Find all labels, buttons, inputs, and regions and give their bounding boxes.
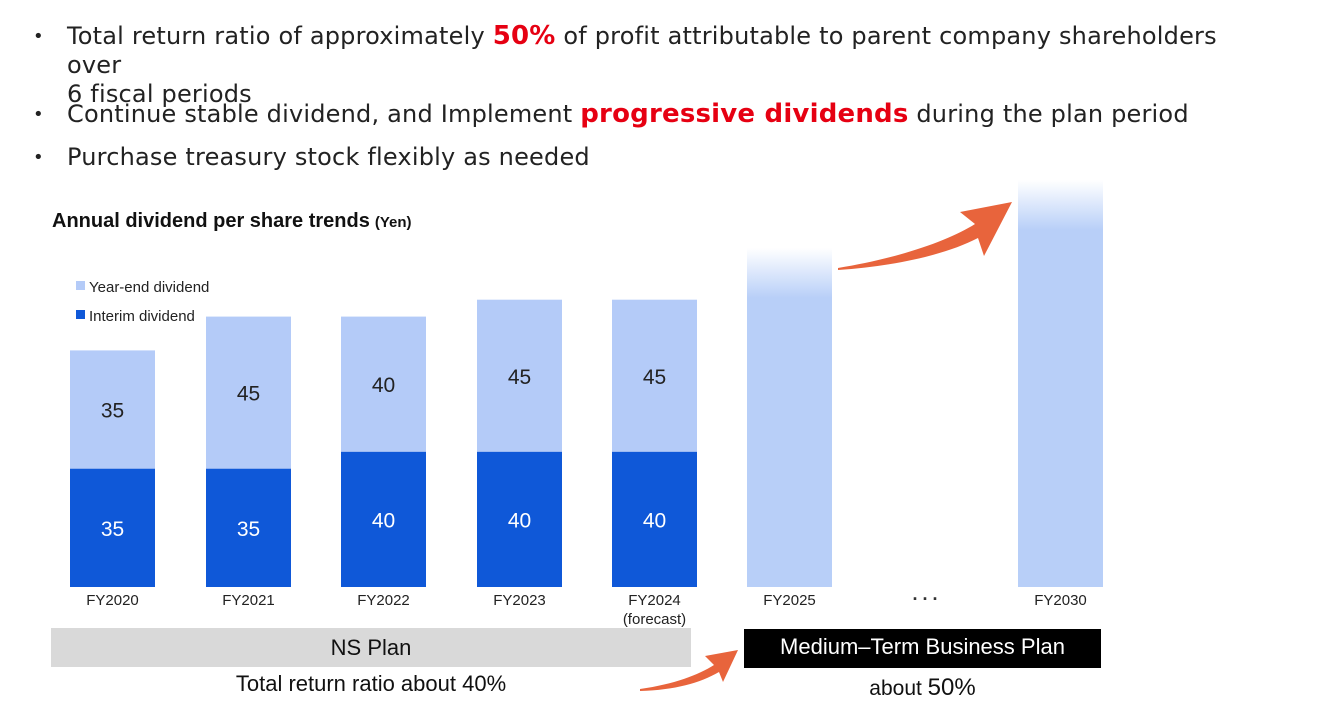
bar-year-end bbox=[477, 299, 562, 452]
bullet-text: Total return ratio of approximately 50% … bbox=[67, 22, 1267, 109]
bar-projected bbox=[747, 298, 832, 587]
legend-swatch-interim bbox=[76, 310, 85, 319]
legend-swatch-year-end bbox=[76, 281, 85, 290]
bullet-text-part: of profit attributable to parent company… bbox=[67, 22, 1217, 79]
bullet-highlight: progressive dividends bbox=[580, 99, 909, 129]
legend-label-interim: Interim dividend bbox=[89, 308, 195, 325]
x-tick-label: FY2023 bbox=[493, 592, 546, 609]
bullet-text: Continue stable dividend, and Implement … bbox=[67, 100, 1267, 129]
chart-title-text: Annual dividend per share trends bbox=[52, 210, 370, 232]
chart-title: Annual dividend per share trends (Yen) bbox=[52, 210, 412, 232]
bar-interim bbox=[206, 468, 291, 587]
data-label-interim: 40 bbox=[643, 509, 666, 532]
x-tick-label: FY2020 bbox=[86, 592, 139, 609]
mtp-note-text: about bbox=[869, 677, 928, 700]
bullet-text-part: Continue stable dividend, and Implement bbox=[67, 100, 581, 128]
x-tick-label: FY2024 bbox=[628, 592, 681, 609]
ns-plan-note: Total return ratio about 40% bbox=[235, 671, 507, 696]
bullet-text-part: Total return ratio of approximately bbox=[67, 22, 493, 50]
bullet-text: Purchase treasury stock flexibly as need… bbox=[67, 143, 1267, 172]
legend-label-year-end: Year-end dividend bbox=[89, 279, 209, 296]
x-tick-label: FY2030 bbox=[1034, 592, 1087, 609]
bar-projected-fade bbox=[747, 248, 832, 298]
data-label-interim: 35 bbox=[101, 518, 124, 541]
bullet-dot: • bbox=[33, 104, 44, 125]
bar-projected-fade bbox=[1018, 180, 1103, 230]
bullet-text-part: 6 fiscal periods bbox=[67, 80, 252, 108]
growth-arrow-upper bbox=[838, 202, 1012, 270]
mtp-note: about 50% bbox=[744, 674, 1101, 702]
data-label-year-end: 45 bbox=[237, 383, 260, 406]
data-label-year-end: 45 bbox=[643, 366, 666, 389]
mtp-note-value: 50% bbox=[927, 674, 976, 701]
bullet-highlight: 50% bbox=[492, 21, 556, 51]
x-tick-note: (forecast) bbox=[623, 611, 686, 628]
chart-unit: (Yen) bbox=[375, 214, 412, 231]
bullet-text-part: Purchase treasury stock flexibly as need… bbox=[67, 143, 590, 171]
bar-interim bbox=[477, 451, 562, 587]
bullet-text-part: during the plan period bbox=[908, 100, 1189, 128]
data-label-year-end: 35 bbox=[101, 400, 124, 423]
bar-interim bbox=[341, 451, 426, 587]
data-label-year-end: 40 bbox=[372, 374, 395, 397]
bar-interim bbox=[612, 451, 697, 587]
bar-year-end bbox=[70, 350, 155, 469]
bar-projected bbox=[1018, 230, 1103, 587]
bar-year-end bbox=[206, 316, 291, 469]
bar-year-end bbox=[341, 316, 426, 452]
data-label-year-end: 45 bbox=[508, 366, 531, 389]
axis-ellipsis: . . . bbox=[912, 584, 937, 604]
bar-interim bbox=[70, 468, 155, 587]
bullet-dot: • bbox=[33, 26, 44, 47]
data-label-interim: 40 bbox=[372, 509, 395, 532]
data-label-interim: 35 bbox=[237, 518, 260, 541]
growth-arrow-lower bbox=[640, 650, 738, 691]
mtp-band: Medium–Term Business Plan bbox=[744, 629, 1101, 668]
x-tick-label: FY2022 bbox=[357, 592, 410, 609]
x-tick-label: FY2021 bbox=[222, 592, 275, 609]
data-label-interim: 40 bbox=[508, 509, 531, 532]
x-tick-label: FY2025 bbox=[763, 592, 816, 609]
ns-plan-band: NS Plan bbox=[51, 628, 691, 667]
bar-year-end bbox=[612, 299, 697, 452]
bars-group: 35 35 FY2020 45 35 FY2021 40 40 FY2022 45 40 FY2023… bbox=[70, 180, 1103, 628]
bullet-dot: • bbox=[33, 147, 44, 168]
